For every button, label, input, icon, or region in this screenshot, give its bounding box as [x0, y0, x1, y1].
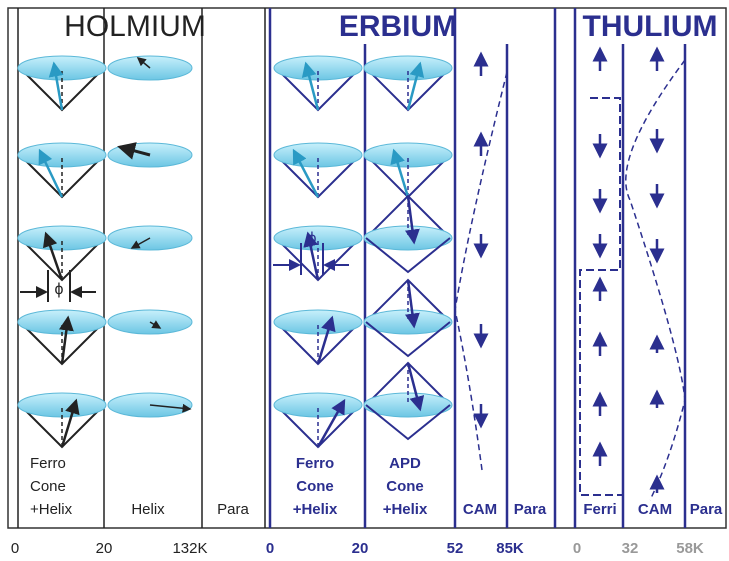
column-label: +Helix — [30, 501, 73, 518]
temperature-label: 0 — [11, 540, 19, 557]
cone — [274, 393, 362, 447]
column-label: Para — [690, 501, 723, 518]
panel-title: ERBIUM — [339, 10, 457, 43]
temperature-label: 85K — [496, 540, 524, 557]
cone — [274, 56, 362, 110]
column-label: Cone — [296, 478, 334, 495]
column-label: CAM — [463, 501, 497, 518]
column-label: CAM — [638, 501, 672, 518]
cone — [18, 56, 106, 110]
temperature-label: 132K — [172, 540, 207, 557]
diagram: ϕ ϕ HOLMIUM Ferro Cone +Helix Helix Para 0 20 132K… — [0, 0, 729, 561]
cone — [364, 363, 452, 417]
temperature-label: 20 — [352, 540, 369, 557]
column-label: +Helix — [383, 501, 428, 518]
column-label: Ferri — [583, 501, 616, 518]
temperature-label: 0 — [573, 540, 581, 557]
column-label: Ferro — [30, 455, 66, 472]
column-label: Cone — [386, 478, 424, 495]
temperature-label: 20 — [96, 540, 113, 557]
cone — [18, 226, 106, 280]
temperature-label: 0 — [266, 540, 274, 557]
phi-label: ϕ — [308, 230, 317, 247]
column-label: APD — [389, 455, 421, 472]
temperature-label: 52 — [447, 540, 464, 557]
page: {"panels": [ {"title": "HOLMIUM", "colum… — [0, 0, 729, 561]
cone — [274, 310, 362, 364]
cone — [364, 196, 452, 250]
envelope — [626, 60, 685, 500]
column-label: +Helix — [293, 501, 338, 518]
cone — [364, 143, 452, 197]
column-label: Para — [514, 501, 547, 518]
phi-label: ϕ — [55, 281, 64, 298]
frame — [8, 8, 726, 528]
panel-title: THULIUM — [583, 10, 718, 43]
cone — [18, 143, 106, 197]
cone — [274, 143, 362, 197]
cone — [364, 280, 452, 334]
column-label: Para — [217, 501, 249, 518]
temperature-label: 32 — [622, 540, 639, 557]
temperature-label: 58K — [676, 540, 704, 557]
cone — [18, 310, 106, 364]
column-label: Ferro — [296, 455, 334, 472]
cone — [18, 393, 106, 447]
cone — [274, 226, 362, 280]
column-label: Helix — [131, 501, 165, 518]
column-label: Cone — [30, 478, 66, 495]
cone — [364, 56, 452, 110]
panel-title: HOLMIUM — [64, 10, 206, 43]
